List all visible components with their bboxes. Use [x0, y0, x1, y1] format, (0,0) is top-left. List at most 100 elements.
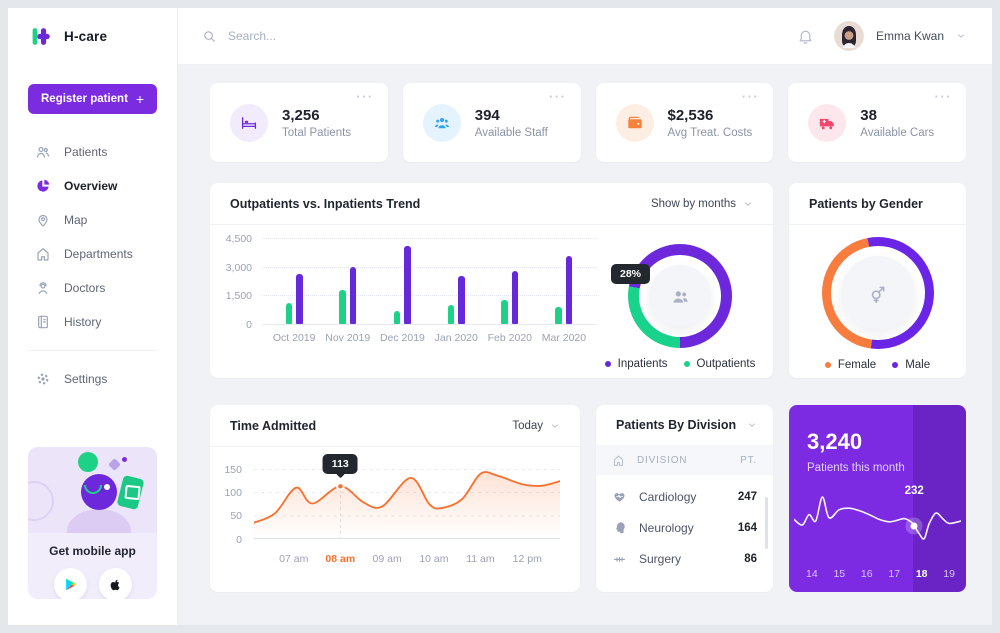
sidebar-item-map[interactable]: Map [8, 203, 177, 237]
division-scrollbar[interactable] [765, 497, 768, 549]
user-avatar[interactable] [833, 21, 864, 51]
card-menu-dots-icon[interactable]: ··· [741, 89, 760, 104]
sidebar-item-overview[interactable]: Overview [8, 169, 177, 203]
register-patient-button[interactable]: Register patient + [28, 84, 157, 114]
sidebar-item-departments[interactable]: Departments [8, 237, 177, 271]
google-play-icon [63, 577, 78, 592]
division-name: Cardiology [639, 489, 697, 504]
month-sparkline-chart: 232 [794, 485, 961, 545]
time-card-title: Time Admitted [230, 418, 317, 433]
trend-donut-area: 28% Inpatients Outpatients [597, 238, 763, 370]
bar-inpatients [296, 274, 303, 324]
bar-group: Jan 2020 [435, 238, 478, 344]
month-x-label: 16 [860, 568, 873, 580]
division-name: Neurology [639, 520, 694, 535]
sidebar-item-history[interactable]: History [8, 305, 177, 339]
time-admitted-card: Time Admitted Today 150 100 50 0 [210, 405, 580, 592]
chevron-down-icon[interactable] [956, 31, 966, 41]
gender-card: Patients by Gender Female Male [789, 183, 966, 378]
legend-item: Inpatients [604, 358, 668, 370]
bar-inpatients [349, 266, 357, 324]
ambulance-icon [818, 114, 836, 132]
plus-icon: + [135, 91, 144, 107]
today-dropdown[interactable]: Today [512, 420, 560, 432]
trend-card-title: Outpatients vs. Inpatients Trend [230, 196, 421, 211]
division-table-header: DIVISION PT. [596, 445, 773, 475]
month-value: 3,240 [807, 429, 863, 454]
sidebar-item-doctors[interactable]: Doctors [8, 271, 177, 305]
time-y-axis: 150 100 50 0 [224, 464, 242, 546]
user-name[interactable]: Emma Kwan [875, 29, 944, 43]
sidebar-item-label: Patients [64, 145, 108, 159]
division-card-title: Patients By Division [616, 418, 737, 432]
division-count: 164 [737, 521, 757, 534]
overview-icon [35, 178, 51, 194]
sparkline-point-dot [910, 522, 918, 530]
sidebar-nav: Patients Overview Map Departments Doctors His… [8, 135, 177, 339]
month-highlight-band [913, 405, 966, 592]
chevron-down-icon[interactable] [747, 420, 757, 430]
bar-group: Nov 2019 [325, 238, 370, 344]
wallet-icon [626, 114, 644, 132]
search-input[interactable] [228, 29, 468, 43]
show-by-months-dropdown[interactable]: Show by months [651, 198, 753, 210]
time-tooltip: 113 [322, 454, 358, 474]
division-row-surgery[interactable]: Surgery 86 [612, 543, 757, 574]
chevron-down-icon [550, 421, 560, 431]
gender-donut-chart [821, 237, 934, 349]
hcare-logo-icon [30, 24, 55, 49]
sidebar-item-settings[interactable]: Settings [8, 362, 177, 396]
bar-outpatients [393, 310, 401, 324]
stat-icon-circle [422, 103, 461, 142]
sidebar-item-patients[interactable]: Patients [8, 135, 177, 169]
month-label: Patients this month [807, 462, 905, 474]
division-row-neurology[interactable]: Neurology 164 [612, 512, 757, 543]
stats-row: 3,256 Total Patients ··· 394 Available Sta… [210, 83, 966, 162]
surgery-icon [612, 551, 627, 566]
sidebar-item-label: Doctors [64, 281, 106, 295]
app-store-button[interactable] [98, 568, 132, 599]
bar-category-label: Feb 2020 [487, 332, 532, 344]
trend-donut-chart [628, 244, 732, 348]
month-x-label: 17 [888, 568, 901, 580]
time-x-label: 08 am [325, 553, 356, 565]
time-x-label: 07 am [279, 553, 309, 565]
bar-group: Mar 2020 [542, 238, 586, 344]
pt-column-header: PT. [740, 454, 757, 466]
card-menu-dots-icon[interactable]: ··· [549, 89, 567, 104]
trend-card: Outpatients vs. Inpatients Trend Show by… [210, 183, 773, 378]
division-name: Surgery [639, 551, 682, 566]
bar-outpatients [501, 300, 508, 324]
gender-icon [867, 283, 888, 304]
chevron-down-icon [743, 199, 753, 209]
division-row-cardiology[interactable]: Cardiology 247 [612, 481, 757, 512]
google-play-button[interactable] [53, 568, 87, 599]
stat-card-total-patients: 3,256 Total Patients ··· [210, 83, 388, 162]
bar-inpatients [565, 256, 573, 324]
bar-inpatients [511, 270, 519, 324]
app-window: H-care Register patient + Patients Overvi… [8, 8, 992, 625]
sidebar: H-care Register patient + Patients Overvi… [8, 8, 178, 625]
bar-category-label: Jan 2020 [434, 332, 478, 344]
stat-value: 3,256 [282, 106, 320, 124]
people-icon [670, 286, 691, 307]
mobile-app-title: Get mobile app [49, 544, 136, 558]
gender-legend: Female Male [824, 359, 930, 371]
bar-group: Dec 2019 [380, 238, 425, 344]
card-menu-dots-icon[interactable]: ··· [356, 89, 374, 104]
bar-outpatients [339, 289, 346, 324]
card-menu-dots-icon[interactable]: ··· [934, 89, 952, 104]
legend-item: Female [824, 359, 876, 371]
brand-logo: H-care [8, 8, 177, 65]
stat-value: 38 [860, 106, 877, 124]
stat-value: $2,536 [667, 106, 714, 124]
notifications-bell-icon[interactable] [797, 28, 814, 45]
stat-label: Total Patients [282, 126, 352, 139]
month-x-label: 15 [833, 568, 846, 580]
trend-y-axis: 4,500 3,000 1,500 0 [225, 233, 252, 332]
bar-inpatients [404, 245, 411, 324]
donut-tooltip: 28% [611, 264, 651, 284]
bar-category-label: Nov 2019 [325, 332, 371, 344]
sidebar-item-label: Departments [64, 247, 133, 261]
bar-category-label: Mar 2020 [541, 332, 587, 344]
